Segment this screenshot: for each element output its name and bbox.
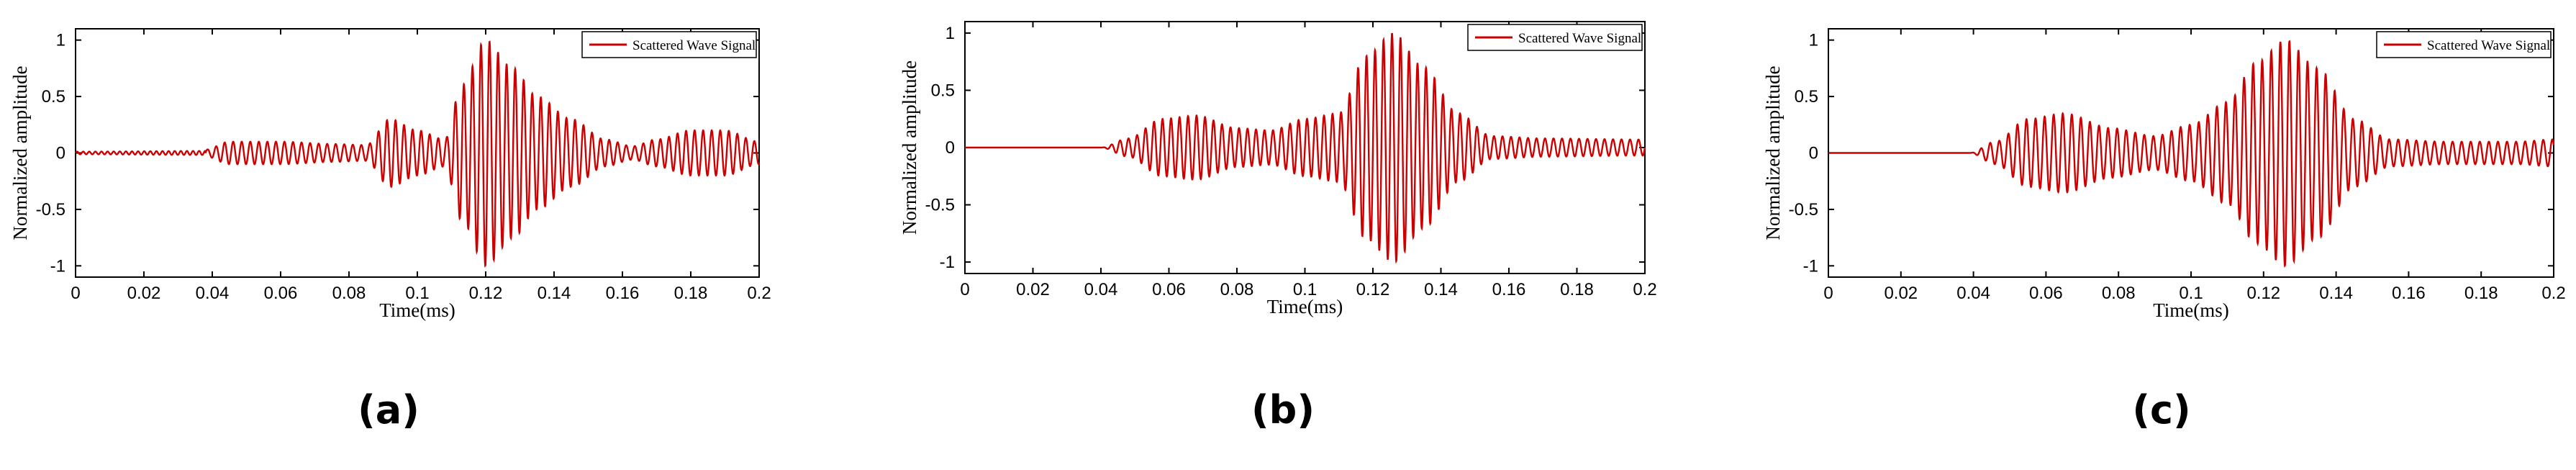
x-tick-label: 0.16: [606, 284, 640, 303]
x-tick-label: 0.04: [1956, 284, 1990, 303]
chart-svg: 0 0.02 0.04 0.06 0.08 0.1 0.12 0.14 0.16 0.18 0.2 1…: [1762, 28, 2566, 321]
y-tick-label: 1: [945, 24, 955, 43]
x-tick-label: 0.16: [1492, 280, 1526, 299]
y-tick-label: 0.5: [931, 81, 955, 100]
x-tick-label: 0.18: [674, 284, 708, 303]
x-tick-label: 0.08: [2102, 284, 2136, 303]
x-tick-label: 0.1: [1293, 280, 1317, 299]
x-tick-label: 0.18: [2464, 284, 2498, 303]
x-tick-label: 0.16: [2392, 284, 2426, 303]
x-tick-label: 0.06: [1152, 280, 1186, 299]
y-tick-label: 1: [1809, 31, 1818, 50]
plot-frame: [75, 28, 760, 278]
x-tick-label: 0.04: [1084, 280, 1118, 299]
x-tick-label: 0: [71, 284, 80, 303]
legend-label: Scattered Wave Signal: [632, 38, 756, 53]
x-tick-label: 0.02: [127, 284, 161, 303]
y-tick-label: -0.5: [1789, 200, 1818, 220]
x-tick-label: 0.12: [1356, 280, 1390, 299]
y-tick-label: 0.5: [42, 87, 65, 107]
panel-label: (c): [2132, 387, 2191, 433]
x-tick-label: 0.02: [1016, 280, 1050, 299]
x-tick-label: 0.14: [2319, 284, 2353, 303]
panel-label: (a): [358, 387, 419, 433]
x-tick-label: 0.2: [747, 284, 771, 303]
y-tick-label: 0: [1809, 144, 1818, 163]
y-tick-label: -1: [1803, 256, 1818, 276]
x-tick-label: 0.12: [469, 284, 503, 303]
y-tick-label: 0: [945, 138, 955, 158]
y-axis-label: Normalized amplitude: [9, 65, 31, 240]
x-tick-label: 0: [960, 280, 969, 299]
x-tick-label: 0.06: [2029, 284, 2063, 303]
x-axis-label: Time(ms): [2153, 299, 2229, 321]
chart-svg: 0 0.02 0.04 0.06 0.08 0.1 0.12 0.14 0.16 0.18 0.2 1…: [9, 28, 771, 321]
x-tick-label: 0.02: [1884, 284, 1918, 303]
x-tick-label: 0: [1823, 284, 1833, 303]
y-tick-label: -1: [940, 253, 955, 272]
x-tick-label: 0.14: [538, 284, 571, 303]
x-tick-label: 0.14: [1424, 280, 1458, 299]
x-tick-label: 0.2: [2541, 284, 2565, 303]
chart-svg: 0 0.02 0.04 0.06 0.08 0.1 0.12 0.14 0.16 0.18 0.2 1…: [899, 21, 1657, 317]
y-tick-label: -1: [50, 256, 65, 276]
chart-panel-a: 0 0.02 0.04 0.06 0.08 0.1 0.12 0.14 0.16 0.18 0.2 1…: [0, 0, 858, 470]
y-tick-label: -0.5: [925, 196, 955, 215]
x-tick-label: 0.08: [332, 284, 366, 303]
x-tick-label: 0.18: [1560, 280, 1594, 299]
x-axis-label: Time(ms): [379, 299, 455, 321]
legend-label: Scattered Wave Signal: [1518, 31, 1641, 46]
y-axis-label: Normalized amplitude: [899, 60, 920, 235]
x-tick-label: 0.2: [1633, 280, 1656, 299]
x-tick-label: 0.04: [196, 284, 230, 303]
panel-label: (b): [1251, 387, 1315, 433]
x-tick-label: 0.06: [264, 284, 298, 303]
x-tick-label: 0.08: [1220, 280, 1254, 299]
legend-label: Scattered Wave Signal: [2427, 38, 2550, 53]
x-tick-label: 0.12: [2246, 284, 2280, 303]
y-tick-label: -0.5: [36, 200, 65, 220]
x-axis-label: Time(ms): [1267, 296, 1343, 317]
series-line-scattered-wave-signal: [75, 40, 761, 268]
y-tick-label: 0.5: [1795, 87, 1818, 107]
x-tick-label: 0.1: [2179, 284, 2203, 303]
series-line-scattered-wave-signal: [1828, 40, 2555, 268]
x-tick-label: 0.1: [405, 284, 429, 303]
series-line-scattered-wave-signal: [965, 32, 1646, 264]
y-tick-label: 1: [56, 31, 65, 50]
chart-panel-b: 0 0.02 0.04 0.06 0.08 0.1 0.12 0.14 0.16 0.18 0.2 1…: [858, 0, 1717, 470]
chart-panel-c: 0 0.02 0.04 0.06 0.08 0.1 0.12 0.14 0.16 0.18 0.2 1…: [1717, 0, 2576, 470]
y-tick-label: 0: [56, 144, 65, 163]
y-axis-label: Normalized amplitude: [1762, 65, 1784, 240]
